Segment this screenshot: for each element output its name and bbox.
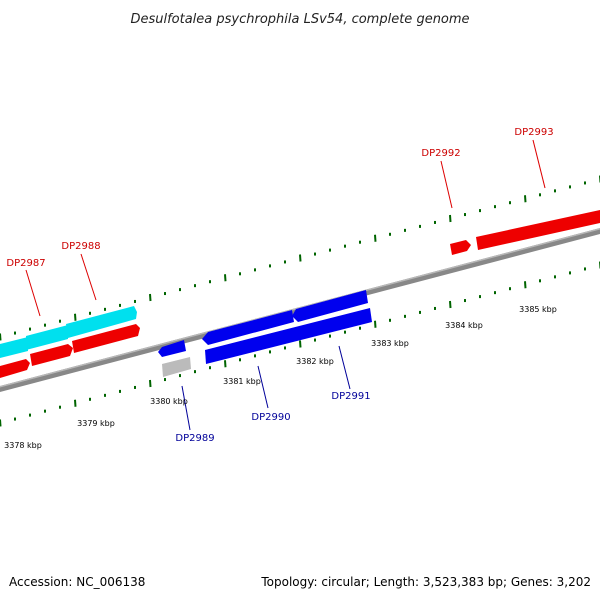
gene-labels: DP2987 DP2988 DP2989 DP2990 DP2991 DP299… bbox=[6, 127, 553, 444]
gene-label-dp2992: DP2992 bbox=[421, 148, 460, 159]
reverse-gene-dp2989 bbox=[158, 340, 186, 357]
gene-label-dp2989: DP2989 bbox=[175, 433, 214, 444]
gene-label-lines bbox=[25, 139, 546, 431]
tick-upper-15 bbox=[224, 274, 227, 282]
forward-gene-2 bbox=[30, 344, 73, 366]
genome-title: Desulfotalea psychrophila LSv54, complet… bbox=[130, 12, 469, 27]
scale-label-3379: 3379 kbp bbox=[77, 419, 115, 428]
scale-label-3385: 3385 kbp bbox=[519, 305, 557, 314]
reverse-gene-upper-2 bbox=[292, 290, 368, 322]
rna-feature-1 bbox=[0, 337, 28, 358]
accession-text: Accession: NC_006138 bbox=[9, 575, 145, 589]
gene-label-dp2990: DP2990 bbox=[251, 412, 290, 423]
gene-label-dp2993: DP2993 bbox=[514, 127, 553, 138]
gene-label-dp2987: DP2987 bbox=[6, 258, 45, 269]
tick-lower-35 bbox=[524, 281, 527, 289]
topology-text: Topology: circular; Length: 3,523,383 bp… bbox=[260, 575, 591, 589]
tick-lower-15 bbox=[224, 360, 227, 368]
reverse-gene-upper-1 bbox=[202, 310, 294, 345]
forward-strand-features bbox=[0, 210, 600, 378]
tick-upper-30 bbox=[449, 214, 452, 223]
tick-upper-5 bbox=[74, 313, 77, 321]
tick-lower-25 bbox=[374, 320, 377, 328]
gene-label-dp2991: DP2991 bbox=[331, 391, 370, 402]
forward-gene-1 bbox=[0, 359, 30, 378]
reverse-strand-features bbox=[158, 290, 372, 377]
gene-label-dp2988: DP2988 bbox=[61, 241, 100, 252]
tick-upper-35 bbox=[524, 195, 527, 203]
tick-upper-10 bbox=[149, 293, 152, 302]
tick-lower-20 bbox=[299, 340, 302, 348]
tick-upper-20 bbox=[299, 254, 302, 262]
scale-label-3383: 3383 kbp bbox=[371, 339, 409, 348]
scale-label-3384: 3384 kbp bbox=[445, 321, 483, 330]
tick-upper-0 bbox=[0, 333, 2, 341]
rna-feature-3 bbox=[66, 306, 137, 338]
forward-gene-dp2992 bbox=[450, 240, 471, 255]
scale-label-3382: 3382 kbp bbox=[296, 357, 334, 366]
tick-upper-25 bbox=[374, 234, 377, 242]
forward-gene-3 bbox=[72, 324, 140, 353]
forward-gene-dp2993 bbox=[476, 210, 600, 250]
tick-lower-30 bbox=[449, 300, 452, 309]
tick-lower-0 bbox=[0, 419, 2, 427]
tick-lower-10 bbox=[149, 379, 152, 388]
pseudo-feature bbox=[162, 357, 191, 377]
tick-lower-5 bbox=[74, 399, 77, 407]
rna-feature-2 bbox=[26, 325, 68, 350]
scale-label-3378: 3378 kbp bbox=[4, 441, 42, 450]
reverse-gene-dp2990 bbox=[205, 308, 372, 364]
scale-labels: 3378 kbp 3379 kbp 3380 kbp 3381 kbp 3382… bbox=[4, 305, 557, 450]
tick-marks-lower bbox=[0, 261, 600, 427]
scale-label-3380: 3380 kbp bbox=[150, 397, 188, 406]
scale-label-3381: 3381 kbp bbox=[223, 377, 261, 386]
tick-marks-upper bbox=[0, 175, 600, 341]
